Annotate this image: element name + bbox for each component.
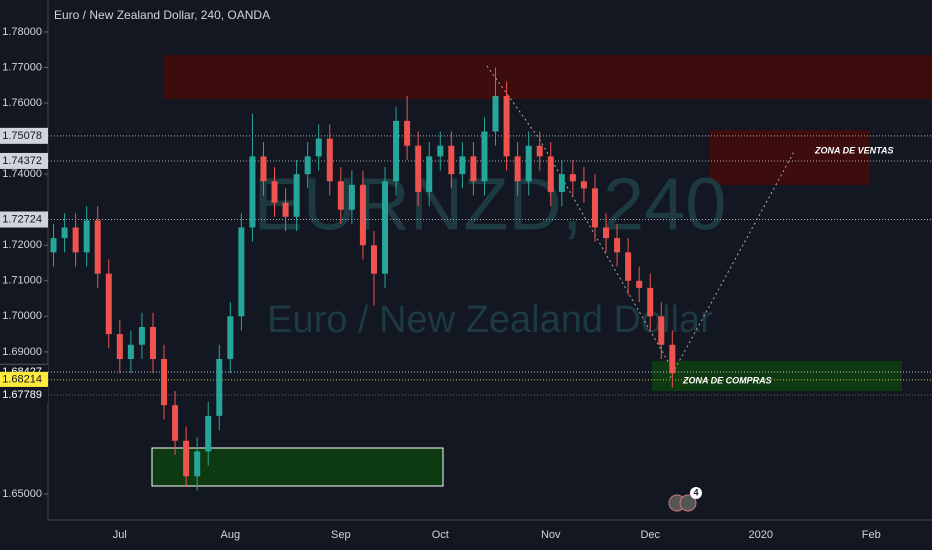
candle-body: [282, 202, 289, 217]
candle-body: [238, 227, 245, 317]
price-level-tag: [0, 386, 48, 403]
candle-body: [337, 181, 344, 210]
candle-body: [569, 174, 576, 182]
candle-body: [271, 181, 278, 203]
candle-body: [359, 184, 366, 246]
price-level-tag: [0, 371, 48, 388]
candle-body: [448, 145, 455, 175]
candle-body: [393, 120, 400, 182]
candle-body: [216, 358, 223, 416]
candle-body: [304, 156, 311, 175]
candle-body: [149, 326, 156, 359]
candle-body: [415, 145, 422, 192]
x-tick-label: Jul: [113, 529, 127, 541]
candle-body: [94, 220, 101, 274]
price-level-label: 1.68214: [2, 374, 42, 386]
y-axis-panel: [0, 0, 48, 520]
price-level-label: 1.75078: [2, 130, 42, 142]
candle-body: [614, 238, 621, 253]
y-tick-label: 1.72000: [2, 239, 42, 251]
candle-body: [227, 316, 234, 359]
candle-body: [647, 287, 654, 317]
x-tick-label: Feb: [862, 529, 881, 541]
candle-body: [492, 95, 499, 132]
annotation: ZONA DE VENTAS: [814, 145, 894, 155]
x-tick-label: 2020: [748, 529, 772, 541]
price-level-tag: [0, 152, 48, 169]
candle-body: [481, 131, 488, 182]
badge: [690, 487, 702, 499]
watermark: EURNZD, 240: [254, 163, 727, 246]
candle-body: [426, 156, 433, 192]
y-tick-label: 1.71000: [2, 275, 42, 287]
y-tick-label: 1.78000: [2, 26, 42, 38]
candle-body: [326, 138, 333, 182]
candle-body: [61, 227, 68, 239]
price-level-tag: [0, 211, 48, 228]
candle-body: [558, 174, 565, 192]
candle-body: [404, 120, 411, 146]
y-tick-label: 1.76000: [2, 97, 42, 109]
buy-zone-past: [151, 447, 444, 487]
candle-body: [636, 280, 643, 288]
candle-body: [603, 227, 610, 239]
candle-body: [503, 95, 510, 157]
x-tick-label: Aug: [221, 529, 241, 541]
candle-body: [625, 252, 632, 281]
price-level-label: 1.72724: [2, 213, 42, 225]
candle-body: [50, 238, 57, 253]
price-level-label: 1.67789: [2, 389, 42, 401]
candle-body: [514, 156, 521, 182]
candle-body: [105, 273, 112, 335]
candle-body: [260, 156, 267, 182]
price-level-tag: [0, 127, 48, 144]
candle-body: [658, 316, 665, 345]
watermark-subtitle: Euro / New Zealand Dollar: [267, 299, 713, 341]
x-tick-label: Dec: [640, 529, 660, 541]
candle-body: [315, 138, 322, 157]
candle-body: [348, 184, 355, 210]
candle-body: [591, 188, 598, 228]
candle-body: [83, 220, 90, 253]
candle-body: [172, 405, 179, 441]
candle-body: [669, 344, 676, 374]
annotation: ZONA DE COMPRAS: [682, 375, 772, 385]
x-tick-label: Nov: [541, 529, 561, 541]
candle-body: [116, 334, 123, 359]
candle-body: [547, 156, 554, 192]
y-tick-label: 1.69000: [2, 346, 42, 358]
candle-body: [293, 174, 300, 217]
x-tick-label: Sep: [331, 529, 351, 541]
chart-title: Euro / New Zealand Dollar, 240, OANDA: [54, 8, 270, 22]
projection-line: [669, 149, 796, 379]
price-level-label: 1.74372: [2, 155, 42, 167]
buy-zone: [652, 361, 902, 391]
y-tick-label: 1.70000: [2, 310, 42, 322]
candle-body: [459, 156, 466, 175]
candle-body: [370, 245, 377, 274]
candle-body: [72, 227, 79, 253]
candle-body: [470, 156, 477, 182]
candle-body: [138, 326, 145, 345]
candle-body: [205, 415, 212, 452]
candle-body: [194, 451, 201, 477]
candle-body: [382, 181, 389, 274]
sell-zone-top: [163, 55, 932, 99]
candle-body: [161, 358, 168, 406]
badge-count: 4: [693, 487, 698, 497]
candle-body: [183, 440, 190, 477]
candle-body: [580, 181, 587, 189]
candle-body: [525, 145, 532, 182]
event-icon[interactable]: [679, 494, 697, 512]
x-tick-label: Oct: [432, 529, 449, 541]
candle-body: [127, 344, 134, 359]
y-tick-label: 1.74000: [2, 168, 42, 180]
candle-body: [437, 145, 444, 157]
y-tick-label: 1.77000: [2, 61, 42, 73]
sell-zone: [710, 130, 870, 185]
candle-body: [536, 145, 543, 157]
y-tick-label: 1.65000: [2, 488, 42, 500]
candle-body: [249, 156, 256, 228]
